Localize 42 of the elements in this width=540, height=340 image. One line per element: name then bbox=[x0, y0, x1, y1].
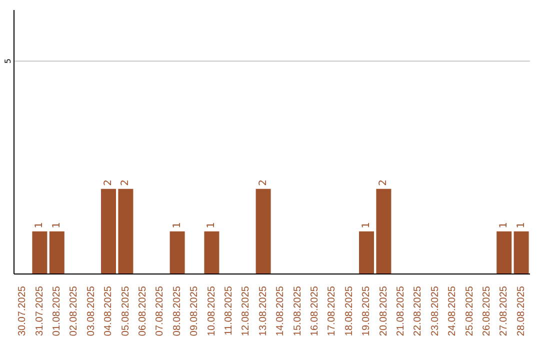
x-tick-label: 07.08.2025 bbox=[154, 286, 166, 336]
x-tick-label: 23.08.2025 bbox=[430, 286, 441, 336]
x-tick-label: 13.08.2025 bbox=[258, 286, 269, 336]
y-tick-label: 5 bbox=[4, 58, 12, 64]
x-tick-label: 18.08.2025 bbox=[344, 286, 355, 336]
data-label: 1 bbox=[51, 222, 62, 228]
data-label: 1 bbox=[172, 222, 183, 228]
x-tick-label: 11.08.2025 bbox=[224, 286, 234, 336]
x-tick-label: 28.08.2025 bbox=[516, 286, 527, 336]
x-tick-label: 22.08.2025 bbox=[412, 286, 424, 336]
data-label: 2 bbox=[120, 179, 132, 186]
x-tick-label: 14.08.2025 bbox=[275, 286, 286, 336]
x-tick-label: 06.08.2025 bbox=[138, 286, 148, 336]
x-tick-label: 20.08.2025 bbox=[378, 286, 390, 336]
x-tick-label: 26.08.2025 bbox=[482, 286, 492, 336]
x-tick-label: 03.08.2025 bbox=[86, 286, 97, 336]
data-label: 1 bbox=[206, 222, 218, 228]
x-tick-label: 27.08.2025 bbox=[498, 286, 510, 336]
x-tick-label: 05.08.2025 bbox=[120, 286, 132, 336]
data-label: 2 bbox=[103, 179, 114, 186]
x-tick-label: 10.08.2025 bbox=[206, 286, 218, 336]
x-tick-label: 09.08.2025 bbox=[189, 286, 200, 336]
x-tick-label: 08.08.2025 bbox=[172, 286, 183, 336]
data-label: 1 bbox=[516, 222, 527, 228]
x-tick-label: 02.08.2025 bbox=[68, 286, 80, 336]
data-label: 2 bbox=[258, 179, 269, 186]
x-tick-label: 04.08.2025 bbox=[103, 286, 114, 336]
x-tick-label: 15.08.2025 bbox=[292, 286, 304, 336]
data-label: 2 bbox=[378, 179, 390, 186]
x-tick-label: 24.08.2025 bbox=[447, 286, 458, 336]
x-tick-label: 12.08.2025 bbox=[240, 286, 252, 336]
x-tick-label: 31.07.2025 bbox=[34, 286, 46, 336]
data-label: 1 bbox=[498, 222, 510, 228]
x-tick-label: 25.08.2025 bbox=[464, 286, 476, 336]
x-tick-label: 16.08.2025 bbox=[310, 286, 320, 336]
x-tick-label: 21.08.2025 bbox=[396, 286, 406, 336]
x-tick-label: 17.08.2025 bbox=[326, 286, 338, 336]
data-label: 1 bbox=[34, 222, 46, 228]
x-tick-label: 19.08.2025 bbox=[361, 286, 372, 336]
x-tick-label: 01.08.2025 bbox=[52, 286, 62, 336]
x-tick-label: 30.07.2025 bbox=[17, 286, 28, 336]
data-label: 1 bbox=[361, 222, 372, 228]
